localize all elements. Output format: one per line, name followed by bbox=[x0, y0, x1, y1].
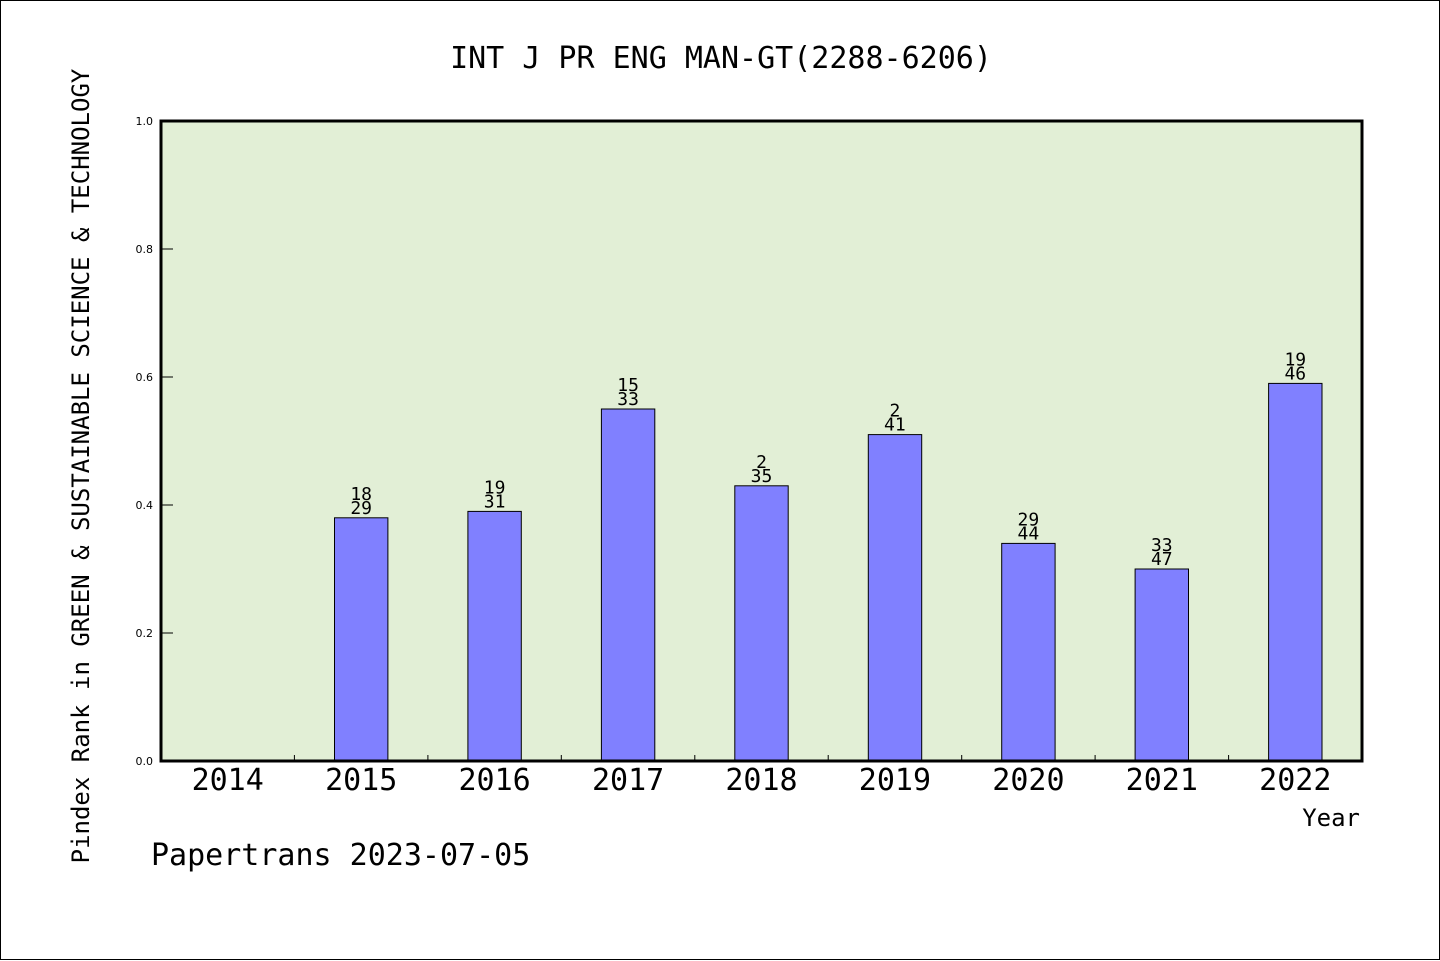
x-tick-label-2019: 2019 bbox=[859, 763, 931, 798]
data-label-bottom-2021: 47 bbox=[1151, 549, 1173, 570]
y-axis-label: Pindex Rank in GREEN & SUSTAINABLE SCIEN… bbox=[67, 68, 95, 863]
data-label-bottom-2019: 41 bbox=[884, 415, 906, 436]
plot-border bbox=[159, 119, 1364, 763]
data-label-top-2022: 19 bbox=[1284, 349, 1306, 370]
x-tick-label-2017: 2017 bbox=[592, 763, 664, 798]
data-label-bottom-2016: 31 bbox=[484, 491, 506, 512]
data-label-top-2021: 33 bbox=[1151, 535, 1173, 556]
bars-group bbox=[334, 382, 1323, 762]
data-label-bottom-2020: 44 bbox=[1018, 523, 1040, 544]
y-tick-label-0.8: 0.8 bbox=[136, 243, 154, 256]
y-tick-label-1.0: 1.0 bbox=[136, 115, 154, 128]
x-tick-label-2020: 2020 bbox=[992, 763, 1064, 798]
data-label-top-2015: 18 bbox=[350, 484, 372, 505]
data-label-bottom-2017: 33 bbox=[617, 389, 639, 410]
y-tick-label-0.0: 0.0 bbox=[136, 755, 154, 768]
bar-2021 bbox=[1134, 568, 1189, 762]
x-tick-label-2015: 2015 bbox=[325, 763, 397, 798]
x-axis-label: Year bbox=[1302, 804, 1360, 832]
data-label-top-2016: 19 bbox=[484, 477, 506, 498]
data-label-bottom-2018: 35 bbox=[751, 466, 773, 487]
x-tick-label-2018: 2018 bbox=[725, 763, 797, 798]
y-tick-label-0.6: 0.6 bbox=[136, 371, 154, 384]
footer-credit: Papertrans 2023-07-05 bbox=[151, 838, 530, 873]
data-label-bottom-2022: 46 bbox=[1284, 363, 1306, 384]
bar-2022 bbox=[1268, 382, 1323, 762]
bar-2016 bbox=[467, 510, 522, 762]
bar-2015 bbox=[334, 517, 389, 762]
x-tick-label-2016: 2016 bbox=[458, 763, 530, 798]
x-ticks-group: 2014 2015 2016 2017 2018 2019 2020 2021 2022 bbox=[192, 755, 1331, 798]
data-label-top-2019: 2 bbox=[889, 401, 900, 422]
data-label-top-2017: 15 bbox=[617, 375, 639, 396]
data-label-top-2018: 2 bbox=[756, 452, 767, 473]
bar-2017 bbox=[600, 408, 656, 762]
bar-2020 bbox=[1001, 542, 1056, 762]
data-label-bottom-2015: 29 bbox=[350, 498, 372, 519]
x-tick-label-2022: 2022 bbox=[1259, 763, 1331, 798]
x-tick-label-2014: 2014 bbox=[192, 763, 264, 798]
bar-2018 bbox=[734, 485, 789, 762]
chart-title: INT J PR ENG MAN-GT(2288-6206) bbox=[450, 41, 992, 76]
y-tick-label-0.4: 0.4 bbox=[136, 499, 154, 512]
x-tick-label-2021: 2021 bbox=[1126, 763, 1198, 798]
data-label-top-2020: 29 bbox=[1018, 509, 1040, 530]
bar-2019 bbox=[867, 434, 923, 762]
y-tick-label-0.2: 0.2 bbox=[136, 627, 154, 640]
